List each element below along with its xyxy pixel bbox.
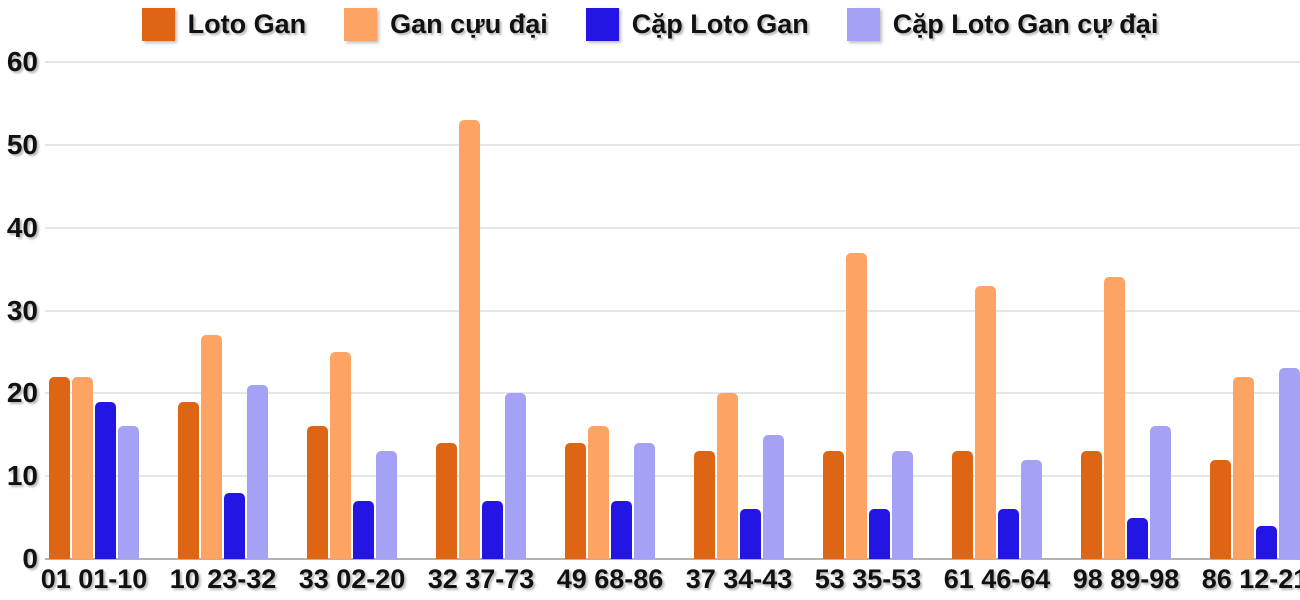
legend-swatch-icon [846,8,880,41]
bar-group-6 [823,252,913,559]
bar-group-1 [178,335,268,559]
bar[interactable] [1233,376,1254,559]
x-axis-tick-label: 49 68-86 [556,564,664,594]
bar[interactable] [482,501,503,559]
bar[interactable] [717,393,738,559]
legend-label: Gan cựu đại [390,9,548,39]
x-axis-tick-label: 98 89-98 [1072,564,1180,594]
y-axis-tick-label: 50 [6,128,38,160]
legend-swatch-icon [141,8,175,41]
legend-label: Loto Gan [187,9,307,39]
legend-swatch-icon [344,8,378,41]
bar[interactable] [952,451,973,559]
bar[interactable] [1104,277,1125,559]
x-axis-tick-label: 33 02-20 [298,564,406,594]
bar[interactable] [588,426,609,559]
gridline-y-10 [45,475,1300,478]
bar-group-2 [307,351,397,559]
gridline-y-60 [45,61,1300,63]
x-axis-tick-label: 37 34-43 [685,564,793,594]
bar-group-0 [49,376,139,559]
bar[interactable] [330,351,351,559]
y-axis-tick-label: 40 [6,211,38,243]
bar[interactable] [307,426,328,559]
gridline-y-40 [45,226,1300,229]
bar[interactable] [1279,368,1300,559]
bar[interactable] [201,335,222,559]
bar[interactable] [1021,459,1042,559]
bar[interactable] [178,401,199,559]
bar[interactable] [1150,426,1171,559]
bar-group-7 [952,285,1042,559]
bar[interactable] [611,501,632,559]
bar[interactable] [118,426,139,559]
y-axis-tick-label: 60 [6,46,38,77]
bar[interactable] [740,509,761,559]
bar[interactable] [224,492,245,559]
bar[interactable] [353,501,374,559]
bar[interactable] [1081,451,1102,559]
bar[interactable] [823,451,844,559]
gridline-y-0 [45,558,1300,560]
legend-item-2[interactable]: Cặp Loto Gan [585,8,809,41]
legend-label: Cặp Loto Gan cự đại [892,9,1159,39]
bar[interactable] [846,252,867,559]
bar[interactable] [1256,525,1277,559]
bar[interactable] [505,393,526,559]
legend-swatch-icon [585,8,619,41]
bar[interactable] [694,451,715,559]
bar[interactable] [1127,517,1148,559]
x-axis-tick-label: 10 23-32 [169,564,277,594]
bar[interactable] [763,434,784,559]
bar[interactable] [459,119,480,559]
gridline-y-50 [45,143,1300,146]
bar[interactable] [869,509,890,559]
x-axis-tick-label: 53 35-53 [814,564,922,594]
bar[interactable] [49,376,70,559]
bar-group-9 [1210,368,1300,559]
bar-group-8 [1081,277,1171,559]
gridline-y-20 [45,392,1300,395]
bar[interactable] [634,443,655,559]
bar[interactable] [892,451,913,559]
bar[interactable] [975,285,996,559]
bar[interactable] [436,443,457,559]
y-axis-tick-label: 0 [22,543,38,574]
bar[interactable] [998,509,1019,559]
x-axis-tick-label: 32 37-73 [427,564,535,594]
legend-item-0[interactable]: Loto Gan [141,8,307,41]
y-axis-tick-label: 10 [6,460,38,492]
bar[interactable] [1210,459,1231,559]
bar[interactable] [95,401,116,559]
x-axis-tick-label: 86 12-21 [1201,564,1300,594]
chart-legend: Loto Gan Gan cựu đại Cặp Loto Gan Cặp Loto … [0,8,1300,41]
bar[interactable] [565,443,586,559]
legend-item-3[interactable]: Cặp Loto Gan cự đại [846,8,1159,41]
y-axis-tick-label: 30 [6,294,38,326]
legend-label: Cặp Loto Gan [631,9,809,39]
bar-group-4 [565,426,655,559]
gridline-y-30 [45,309,1300,312]
bar-group-3 [436,119,526,559]
bar-group-5 [694,393,784,559]
x-axis-tick-label: 01 01-10 [40,564,148,594]
y-axis-tick-label: 20 [6,377,38,409]
bar[interactable] [247,385,268,559]
legend-item-1[interactable]: Gan cựu đại [344,8,548,41]
bar[interactable] [72,376,93,559]
x-axis-tick-label: 61 46-64 [943,564,1051,594]
bar[interactable] [376,451,397,559]
